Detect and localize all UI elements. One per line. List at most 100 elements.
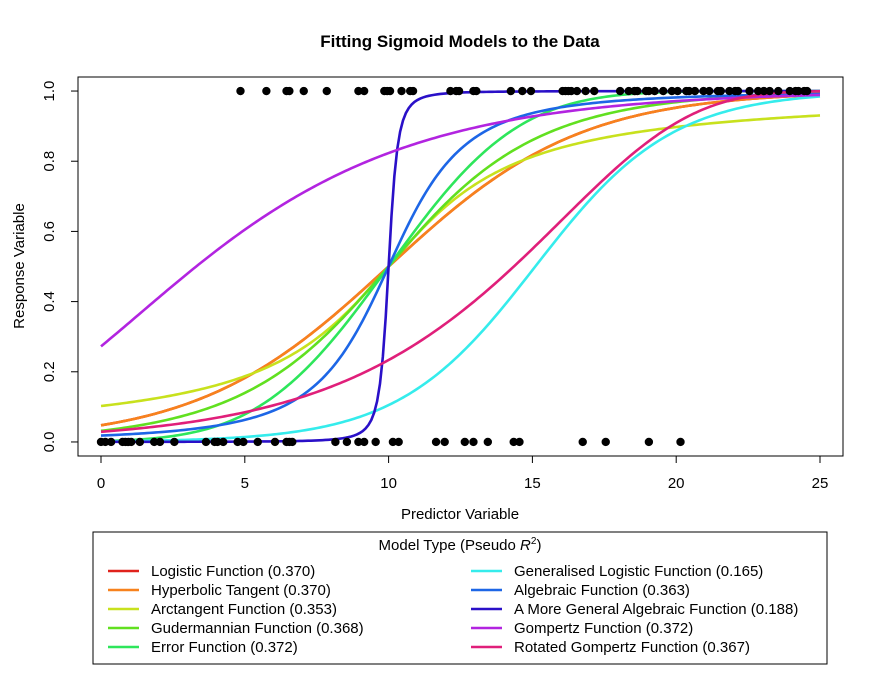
y-axis-label: Response Variable [11,203,28,329]
legend-title-r: R [520,537,531,554]
data-point [515,437,524,447]
data-point [753,86,763,96]
data-point [170,437,179,447]
data-point [567,86,576,96]
legend-item: Generalised Logistic Function (0.165) [471,563,763,580]
series-line-2 [100,93,821,427]
data-point [342,437,352,447]
y-tick-label: 0.2 [41,361,58,382]
data-point [472,86,481,96]
legend-item: Algebraic Function (0.363) [471,582,690,599]
y-tick-label: 0.4 [41,291,58,312]
legend-title-prefix: Model Type (Pseudo [379,537,520,554]
data-point [213,437,222,447]
data-point [699,86,708,96]
legend-label: Gudermannian Function (0.368) [151,620,364,637]
data-point [288,437,297,447]
data-point [394,437,403,447]
data-point [371,437,380,447]
x-tick-label: 25 [812,475,829,492]
data-point [331,437,340,447]
data-point [705,86,714,96]
data-point [725,86,734,96]
data-point [354,86,363,96]
data-point [518,86,527,96]
legend-title-suffix: ) [536,537,541,554]
data-point [759,86,769,96]
legend-item: Gompertz Function (0.372) [471,620,693,637]
data-point [794,86,803,96]
data-point [359,86,369,96]
data-point [590,86,599,96]
legend-item: A More General Algebraic Function (0.188… [471,601,798,618]
legend-label: Gompertz Function (0.372) [514,620,693,637]
data-point [397,86,406,96]
series-line-8 [101,89,820,444]
legend-items: Logistic Function (0.370) Hyperbolic Tang… [108,563,798,656]
data-point [774,86,783,96]
data-point [201,437,211,447]
data-point [299,86,308,96]
legend-item: Error Function (0.372) [108,639,298,656]
data-point [581,86,590,96]
data-point [431,437,441,447]
legend-title-sup: 2 [531,536,537,547]
legend-item: Logistic Function (0.370) [108,563,315,580]
legend-label: Logistic Function (0.370) [151,563,315,580]
data-point [615,86,625,96]
y-tick-label: 0.8 [41,151,58,172]
series-line-9 [100,93,821,348]
series-line-4 [100,92,821,433]
data-point [765,86,774,96]
legend-label: Rotated Gompertz Function (0.367) [514,639,750,656]
data-point [359,437,369,447]
series-line-10 [100,90,821,434]
data-point [135,437,145,447]
data-point [785,86,794,96]
plot-area [77,76,844,457]
legend-label: Error Function (0.372) [151,639,298,656]
data-point [385,86,395,96]
data-point [601,437,610,447]
data-point [469,437,478,447]
data-point [633,86,642,96]
x-tick-label: 20 [668,475,685,492]
plot-frame [77,76,844,457]
data-point [440,437,449,447]
data-point [322,86,331,96]
x-axis-label: Predictor Variable [401,506,519,523]
data-point [285,86,294,96]
data-point [460,437,470,447]
data-point [644,437,654,447]
legend-label: Hyperbolic Tangent (0.370) [151,582,331,599]
data-point [667,86,677,96]
data-point [578,437,587,447]
data-point [506,86,516,96]
legend-label: Arctangent Function (0.353) [151,601,337,618]
series-line-5 [100,89,820,443]
x-tick-label: 15 [524,475,541,492]
data-point [690,86,700,96]
data-point [236,86,245,96]
data-point [659,86,668,96]
legend-title: Model Type (Pseudo R2) [379,536,542,554]
x-tick-label: 5 [241,475,249,492]
y-tick-label: 0.0 [41,432,58,453]
data-point [270,437,280,447]
data-point [483,437,493,447]
data-point [673,86,682,96]
chart-title: Fitting Sigmoid Models to the Data [320,32,600,51]
data-point [388,437,398,447]
y-tick-label: 0.6 [41,221,58,242]
data-point [676,437,685,447]
data-point [446,86,455,96]
data-point [526,86,536,96]
data-point [733,86,743,96]
data-point [150,437,159,447]
legend-item: Hyperbolic Tangent (0.370) [108,582,331,599]
y-axis: 0.0 0.2 0.4 0.6 0.8 1.0 [41,81,79,453]
data-point [262,86,271,96]
data-point [233,437,242,447]
